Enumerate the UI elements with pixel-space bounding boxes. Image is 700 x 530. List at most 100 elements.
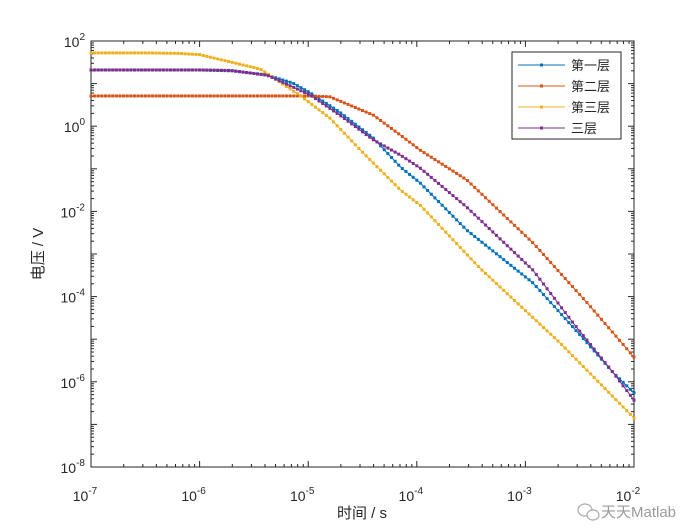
data-point bbox=[400, 167, 404, 171]
data-point bbox=[426, 189, 430, 193]
data-point bbox=[389, 126, 393, 130]
data-point bbox=[581, 365, 585, 369]
data-point bbox=[520, 272, 524, 276]
data-point bbox=[100, 68, 104, 72]
data-point bbox=[603, 322, 607, 326]
data-point bbox=[223, 94, 227, 98]
data-point bbox=[578, 293, 582, 297]
data-point bbox=[299, 94, 303, 98]
data-point bbox=[440, 203, 444, 207]
data-point bbox=[400, 135, 404, 139]
data-point bbox=[589, 372, 593, 376]
data-point bbox=[484, 196, 488, 200]
data-point bbox=[187, 68, 191, 72]
data-point bbox=[382, 148, 386, 152]
data-point bbox=[256, 94, 260, 98]
data-point bbox=[581, 334, 585, 338]
data-point bbox=[599, 383, 603, 387]
data-point bbox=[607, 365, 611, 369]
data-point bbox=[484, 243, 488, 247]
data-point bbox=[190, 94, 194, 98]
data-point bbox=[628, 387, 632, 391]
data-point bbox=[614, 374, 618, 378]
data-point bbox=[542, 325, 545, 329]
data-point bbox=[339, 111, 343, 115]
data-point bbox=[140, 94, 144, 98]
data-point bbox=[201, 94, 205, 98]
data-point bbox=[552, 336, 556, 340]
data-point bbox=[151, 51, 155, 55]
data-point bbox=[183, 94, 187, 98]
data-point bbox=[610, 330, 614, 334]
data-point bbox=[339, 128, 343, 132]
data-point bbox=[418, 203, 422, 207]
data-point bbox=[574, 325, 578, 329]
data-point bbox=[498, 285, 502, 289]
data-point bbox=[379, 118, 383, 122]
data-point bbox=[346, 102, 350, 106]
data-point bbox=[277, 79, 281, 83]
data-point bbox=[473, 185, 477, 189]
data-point bbox=[219, 58, 223, 62]
data-point bbox=[487, 227, 491, 231]
data-point bbox=[502, 213, 506, 217]
data-point bbox=[480, 240, 484, 244]
data-point bbox=[585, 338, 589, 342]
data-point bbox=[332, 106, 336, 110]
data-point bbox=[190, 68, 194, 72]
data-point bbox=[418, 181, 422, 185]
data-point bbox=[473, 261, 477, 265]
legend-box bbox=[511, 51, 622, 140]
data-point bbox=[143, 68, 147, 72]
data-point bbox=[462, 203, 466, 207]
data-point bbox=[437, 181, 441, 185]
data-point bbox=[563, 346, 567, 350]
data-point bbox=[589, 345, 593, 349]
data-point bbox=[498, 237, 502, 241]
data-point bbox=[299, 89, 303, 93]
data-point bbox=[103, 68, 107, 72]
data-point bbox=[447, 191, 451, 195]
legend-item: 第二层 bbox=[518, 79, 610, 94]
data-point bbox=[534, 319, 538, 323]
data-point bbox=[625, 389, 629, 393]
legend-marker bbox=[540, 105, 543, 109]
data-point bbox=[371, 138, 375, 142]
data-point bbox=[194, 52, 198, 56]
data-point bbox=[465, 206, 469, 210]
data-point bbox=[89, 51, 93, 55]
data-point bbox=[411, 198, 415, 202]
data-point bbox=[465, 229, 469, 233]
data-point bbox=[303, 90, 307, 94]
data-point bbox=[585, 301, 589, 305]
data-point bbox=[549, 292, 553, 296]
data-point bbox=[523, 261, 527, 265]
data-point bbox=[451, 194, 455, 198]
data-point bbox=[487, 199, 491, 203]
data-point bbox=[494, 206, 498, 210]
data-point bbox=[484, 223, 488, 227]
data-point bbox=[371, 113, 375, 117]
data-point bbox=[505, 292, 509, 296]
data-point bbox=[172, 68, 176, 72]
data-point bbox=[433, 196, 437, 200]
data-point bbox=[628, 393, 632, 397]
data-point bbox=[578, 329, 582, 333]
data-point bbox=[332, 109, 336, 113]
data-point bbox=[462, 176, 466, 180]
data-point bbox=[172, 51, 176, 55]
data-point bbox=[122, 51, 126, 55]
data-point bbox=[227, 60, 231, 64]
data-point bbox=[256, 66, 260, 70]
data-point bbox=[321, 111, 325, 115]
legend-item: 第三层 bbox=[518, 100, 610, 115]
data-point bbox=[625, 409, 629, 413]
data-point bbox=[386, 175, 390, 179]
data-point bbox=[158, 94, 162, 98]
data-point bbox=[397, 186, 401, 190]
data-point bbox=[552, 296, 556, 300]
data-point bbox=[122, 68, 126, 72]
data-point bbox=[516, 302, 520, 306]
data-point bbox=[368, 133, 372, 137]
data-point bbox=[230, 94, 234, 98]
